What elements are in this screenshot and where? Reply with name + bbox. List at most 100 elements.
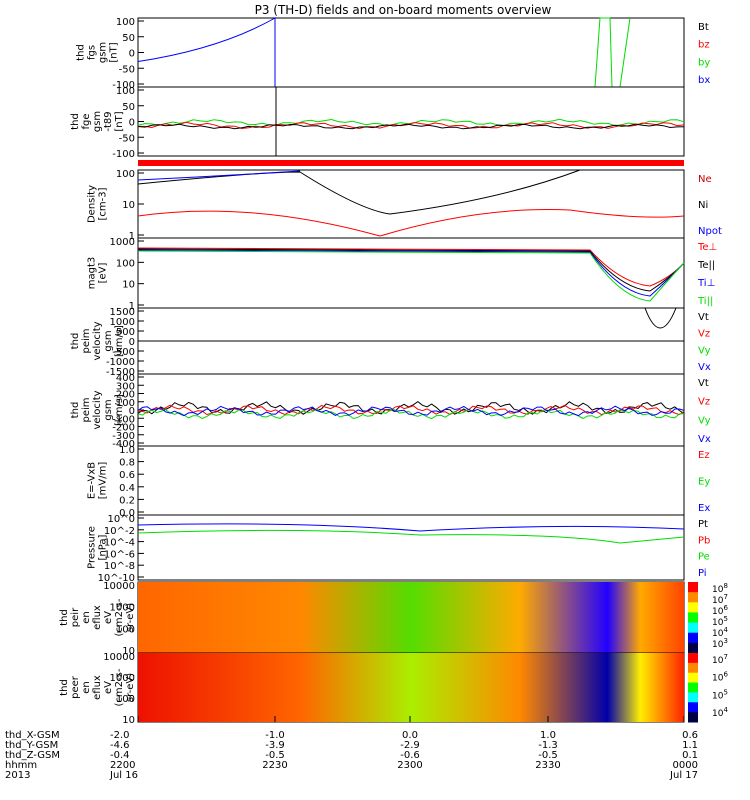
y-tick-label: 0 xyxy=(129,118,135,129)
panel-density: 100 10 1 Density [cm-3] Ne Ni Npot xyxy=(87,169,722,242)
vz-trace xyxy=(138,404,685,416)
legend-Ex: Ex xyxy=(698,503,710,514)
y-axis-label: en xyxy=(81,681,92,694)
y-tick-label: 1 xyxy=(129,231,135,242)
y-tick-label: 10^0 xyxy=(108,514,135,525)
y-tick-label: 10^-10 xyxy=(98,573,135,584)
y-axis-label: thd xyxy=(59,679,70,696)
x-row-label: hhmm xyxy=(5,760,37,771)
bx-trace xyxy=(137,17,276,87)
legend-Pe: Pe xyxy=(698,552,710,563)
y-tick-label: -500 xyxy=(112,347,135,358)
y-axis-label: eflux xyxy=(92,605,103,630)
x-row-value: 0000 xyxy=(673,760,698,771)
y-axis-label: magt3 xyxy=(87,257,98,290)
legend-Ey: Ey xyxy=(698,477,710,488)
y-axis-label: gsm xyxy=(103,330,114,351)
separator-bar xyxy=(138,160,684,166)
x-row-value: 1.0 xyxy=(540,730,556,741)
x-row-value: 2200 xyxy=(110,760,135,771)
legend-by: by xyxy=(698,57,710,68)
x-row-value: Jul 17 xyxy=(669,770,698,781)
panel-frame xyxy=(137,445,685,516)
colorbar-band xyxy=(688,642,698,654)
colorbar-band xyxy=(688,612,698,624)
x-row-value: 0.6 xyxy=(682,730,698,741)
colorbar-label: 107 xyxy=(712,653,728,666)
temperature-trace xyxy=(137,250,685,302)
y-tick-label: -100 xyxy=(112,80,135,91)
y-axis-label: Density xyxy=(87,185,98,223)
y-axis-label: en xyxy=(81,611,92,624)
temperature-trace xyxy=(137,249,685,297)
colorbar-band xyxy=(688,582,698,593)
legend-Vx: Vx xyxy=(698,362,711,373)
x-row-value: 1.1 xyxy=(682,740,698,751)
y-axis-label: peer xyxy=(70,675,81,699)
y-axis-label: [km/s] xyxy=(114,325,125,357)
colorbar-band xyxy=(688,672,698,684)
y-axis-label: [nT] xyxy=(114,111,125,131)
colorbar-band xyxy=(688,653,698,664)
panel-efield: 1.0 0.80.6 0.40.2 0.0 E=-VxB [mV/m] Ez Ey Ex xyxy=(87,445,711,519)
y-tick-label: 100 xyxy=(116,624,135,635)
by-trace xyxy=(594,17,631,88)
y-tick-label: -1000 xyxy=(106,357,135,368)
pi-trace xyxy=(137,523,685,532)
x-row-value: 2230 xyxy=(262,760,287,771)
pe-trace xyxy=(137,529,685,544)
x-row-value: -3.9 xyxy=(265,740,285,751)
legend-Vx: Vx xyxy=(698,434,711,445)
x-row-value: 0.0 xyxy=(402,730,418,741)
y-tick-label: 10^-6 xyxy=(104,549,135,560)
y-tick-label: 0.6 xyxy=(119,470,135,481)
legend-Vz: Vz xyxy=(698,397,710,408)
y-tick-label: 0.2 xyxy=(119,495,135,506)
y-axis-label: fge xyxy=(81,113,92,129)
legend-Vz: Vz xyxy=(698,329,710,340)
legend-Ti⊥: Ti⊥ xyxy=(697,278,715,289)
y-tick-label: -100 xyxy=(112,149,135,160)
colorbar-label: 106 xyxy=(712,671,728,684)
y-axis-label: fgs xyxy=(87,45,98,60)
panel-frame xyxy=(137,86,685,157)
legend-bz: bz xyxy=(698,40,710,51)
y-tick-label: -400 xyxy=(112,439,135,450)
y-axis-label: gsm xyxy=(103,399,114,420)
x-row-label: thd_X-GSM xyxy=(5,730,60,741)
y-tick-label: 1000 xyxy=(110,673,135,684)
legend-Te⊥: Te⊥ xyxy=(697,242,717,253)
y-tick-label: -300 xyxy=(112,431,135,442)
spectrogram xyxy=(138,582,684,653)
panel-temperature: 1000 100 10 1 magt3 [eV] Te⊥ Te|| Ti⊥ Ti|| xyxy=(87,237,718,312)
y-tick-label: -100 xyxy=(112,414,135,425)
y-axis-label: [nT] xyxy=(109,42,120,62)
colorbar-band xyxy=(688,662,698,674)
legend-Ti||: Ti|| xyxy=(697,296,713,307)
panel-fgs: 100 50 0 -50 -100 thd fgs gsm [nT] Bt bz by bx xyxy=(76,17,711,91)
y-tick-label: -50 xyxy=(119,64,135,75)
y-axis-label: peim xyxy=(81,328,92,353)
x-row-value: -0.5 xyxy=(265,750,285,761)
panel-peer: 10000 1000 100 10 thd peer en eflux eV (cm2-s-sr-… xyxy=(59,652,728,726)
y-axis-label: velocity xyxy=(92,390,103,429)
legend-Vy: Vy xyxy=(698,415,711,426)
vx-trace xyxy=(137,405,685,417)
y-tick-label: 50 xyxy=(122,33,135,44)
legend-Pb: Pb xyxy=(698,535,710,546)
x-row-value: 0.1 xyxy=(682,750,698,761)
x-row-value: -1.3 xyxy=(538,740,558,751)
y-axis-label: [nPa] xyxy=(98,534,109,560)
y-axis-label: eflux xyxy=(92,675,103,700)
panel-fge: 100 50 0 -50 -100 thd fge gsm -t89 [nT] xyxy=(70,86,685,160)
y-axis-label: thd xyxy=(70,333,81,350)
legend-Pt: Pt xyxy=(698,519,708,530)
x-row-label: thd_Y-GSM xyxy=(5,740,58,751)
legend-Vt: Vt xyxy=(698,378,709,389)
panel-frame xyxy=(137,17,685,88)
legend-Vy: Vy xyxy=(698,345,711,356)
